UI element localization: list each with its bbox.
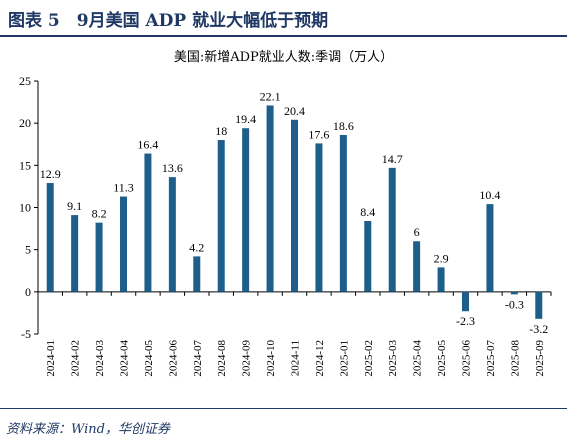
x-tick-label-2024-03: 2024-03: [94, 340, 106, 377]
x-tick-label-2025-02: 2025-02: [363, 340, 375, 377]
data-label-2024-11: 20.4: [284, 104, 305, 118]
x-tick-label-2025-03: 2025-03: [387, 340, 399, 377]
bar-2024-05: [144, 153, 152, 292]
data-label-2025-02: 8.4: [360, 205, 375, 219]
bar-2024-07: [193, 256, 201, 292]
bar-2024-10: [266, 105, 274, 292]
bar-chart: -5 0 5 10 15 20 25 12.9 2024-01 9.1 2024-02 8.2 2024…: [19, 74, 552, 377]
data-label-2024-02: 9.1: [67, 199, 82, 213]
data-label-2025-03: 14.7: [382, 152, 403, 166]
y-tick-label: -5: [21, 327, 31, 341]
data-label-2025-07: 10.4: [479, 188, 500, 202]
data-label-2024-06: 13.6: [162, 161, 183, 175]
x-tick-label-2024-01: 2024-01: [45, 340, 57, 377]
x-tick-label-2025-09: 2025-09: [534, 340, 546, 377]
header-divider: [0, 35, 567, 37]
x-tick-label-2025-08: 2025-08: [509, 340, 521, 377]
x-tick-label-2025-07: 2025-07: [485, 340, 497, 377]
report-header: 图表 5 9月美国 ADP 就业大幅低于预期: [0, 0, 567, 37]
y-tick-label: 0: [25, 285, 31, 299]
data-label-2024-05: 16.4: [137, 138, 158, 152]
footer-divider: [0, 408, 567, 409]
y-tick-label: 5: [25, 243, 31, 257]
data-label-2024-10: 22.1: [260, 89, 281, 103]
bar-2024-04: [120, 196, 127, 292]
x-tick-label-2025-04: 2025-04: [412, 340, 424, 377]
data-label-2025-08: -0.3: [505, 297, 524, 311]
bar-2024-12: [315, 143, 323, 292]
bar-2024-01: [46, 183, 54, 292]
bar-2025-02: [364, 220, 372, 292]
data-label-2024-03: 8.2: [92, 207, 107, 221]
y-tick-label: 20: [19, 116, 31, 130]
data-label-2025-01: 18.6: [333, 119, 354, 133]
data-label-2025-04: 6: [414, 225, 420, 239]
y-tick-label: 10: [19, 201, 31, 215]
bar-2025-01: [339, 134, 347, 292]
bar-2025-04: [413, 241, 421, 292]
chart-title: 美国:新增ADP就业人数:季调（万人）: [173, 50, 394, 65]
bar-2025-08: [510, 291, 518, 295]
bar-2025-05: [437, 267, 445, 292]
data-label-2024-08: 18: [215, 124, 227, 138]
source-note: 资料来源：Wind，华创证券: [6, 422, 170, 437]
bar-2024-09: [242, 128, 250, 292]
bar-2024-11: [291, 119, 298, 292]
data-label-2025-05: 2.9: [434, 251, 449, 265]
bar-2024-03: [95, 222, 103, 292]
x-tick-label-2024-10: 2024-10: [265, 340, 277, 377]
y-tick-label: 25: [19, 74, 31, 88]
data-label-2025-09: -3.2: [529, 322, 548, 336]
x-tick-label-2024-05: 2024-05: [143, 340, 155, 377]
x-tick-label-2024-12: 2024-12: [314, 340, 326, 377]
x-tick-label-2024-07: 2024-07: [192, 340, 204, 377]
bar-2024-08: [217, 140, 225, 292]
x-tick-label-2024-08: 2024-08: [216, 340, 228, 377]
data-label-2025-06: -2.3: [456, 314, 475, 328]
data-label-2024-01: 12.9: [40, 167, 61, 181]
x-tick-label-2024-04: 2024-04: [119, 340, 131, 377]
x-tick-label-2025-05: 2025-05: [436, 340, 448, 377]
bar-2025-06: [462, 291, 469, 312]
bar-2025-03: [388, 167, 396, 292]
bar-2024-06: [168, 177, 176, 292]
bar-2025-07: [486, 204, 494, 292]
x-tick-label-2025-01: 2025-01: [338, 340, 350, 377]
x-tick-label-2024-06: 2024-06: [167, 340, 179, 377]
x-tick-label-2024-11: 2024-11: [290, 340, 302, 376]
data-label-2024-04: 11.3: [113, 181, 134, 195]
data-label-2024-12: 17.6: [308, 127, 329, 141]
x-tick-label-2025-06: 2025-06: [461, 340, 473, 377]
bar-2025-09: [535, 291, 543, 319]
bar-2024-02: [71, 215, 79, 292]
x-tick-label-2024-02: 2024-02: [70, 340, 82, 377]
data-label-2024-07: 4.2: [189, 240, 204, 254]
x-tick-label-2024-09: 2024-09: [241, 340, 253, 377]
figure-title: 图表 5 9月美国 ADP 就业大幅低于预期: [8, 11, 329, 31]
y-tick-label: 15: [19, 158, 31, 172]
data-label-2024-09: 19.4: [235, 112, 256, 126]
